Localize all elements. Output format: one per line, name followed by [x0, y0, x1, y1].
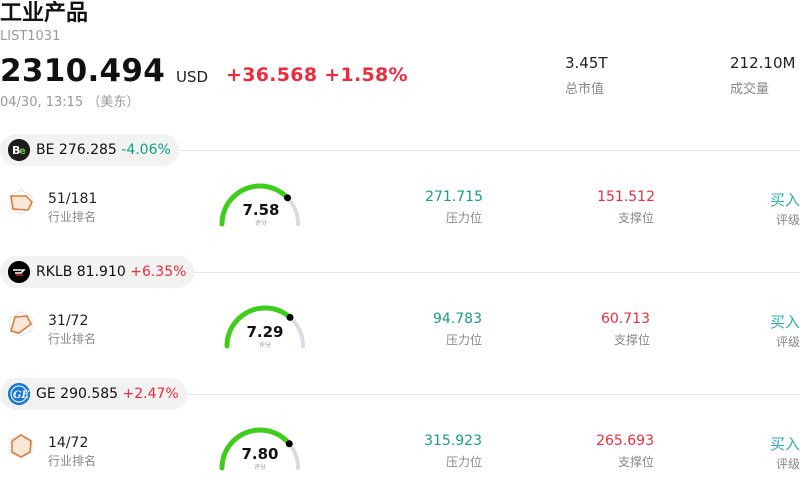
score-value: 7.80 — [241, 445, 279, 463]
index-change: +36.568 +1.58% — [226, 64, 408, 86]
section-divider — [0, 394, 800, 395]
page-title: 工业产品 — [0, 1, 89, 26]
rating-label: 评级 — [775, 335, 800, 349]
score-gauge-fill — [219, 183, 301, 227]
support-label: 支撑位 — [618, 455, 655, 469]
support-value: 151.512 — [597, 189, 655, 205]
rating-label: 评级 — [775, 457, 800, 471]
industry-rank-value: 51/181 — [48, 191, 98, 207]
industry-rank-label: 行业排名 — [48, 210, 97, 224]
quote-time: 04/30, 13:15 （美东） — [0, 95, 140, 110]
section-divider — [0, 272, 800, 273]
stock-price: 276.285 — [58, 142, 117, 158]
rocket-lab-logo-icon — [8, 261, 30, 283]
resistance-label: 压力位 — [446, 333, 483, 347]
score-gauge — [219, 183, 301, 227]
currency-label: USD — [176, 68, 209, 86]
resistance-value: 271.715 — [425, 189, 483, 205]
industry-radar-icon — [9, 189, 33, 215]
svg-text:e: e — [19, 146, 26, 157]
industry-rank-value: 31/72 — [48, 313, 89, 329]
support-label: 支撑位 — [618, 211, 655, 225]
rating-value[interactable]: 买入 — [769, 435, 800, 453]
resistance-value: 315.923 — [424, 433, 482, 449]
score-gauge-fill — [219, 427, 301, 471]
stock-quote: BE 276.285 -4.06% — [36, 142, 171, 158]
index-price: 2310.494 — [0, 53, 166, 89]
resistance-label: 压力位 — [446, 455, 483, 469]
stock-change: -4.06% — [121, 142, 171, 158]
stock-change: +2.47% — [122, 386, 179, 402]
stock-pill-rklb[interactable]: RKLB 81.910 +6.35% — [0, 256, 195, 288]
score-label: 评分 — [258, 342, 271, 349]
stock-pill-ge[interactable]: GE GE 290.585 +2.47% — [0, 378, 187, 410]
ge-logo-icon: GE — [8, 383, 30, 405]
svg-text:GE: GE — [13, 390, 30, 401]
stock-ticker: GE — [36, 386, 56, 402]
score-gauge — [224, 305, 306, 349]
score-label: 评分 — [253, 464, 266, 471]
score-gauge-marker — [286, 313, 294, 321]
rating-value[interactable]: 买入 — [769, 313, 800, 331]
stock-quote: RKLB 81.910 +6.35% — [36, 264, 186, 280]
market-cap-value: 3.45T — [565, 54, 608, 72]
svg-text:B: B — [12, 144, 20, 157]
score-value: 7.29 — [246, 323, 284, 341]
section-divider — [0, 150, 800, 151]
score-gauge-marker — [284, 194, 292, 202]
rating-label: 评级 — [775, 213, 800, 227]
score-gauge-marker — [285, 440, 293, 448]
score-value: 7.58 — [242, 201, 280, 219]
industry-rank-label: 行业排名 — [48, 332, 97, 346]
industry-rank-value: 14/72 — [48, 435, 89, 451]
rating-value[interactable]: 买入 — [769, 191, 800, 209]
resistance-label: 压力位 — [446, 211, 483, 225]
stock-ticker: RKLB — [36, 264, 73, 280]
stock-price: 81.910 — [76, 264, 126, 280]
industry-radar-icon — [9, 311, 33, 337]
volume-value: 212.10M — [730, 54, 796, 72]
score-gauge — [219, 427, 301, 471]
stock-quote: GE 290.585 +2.47% — [36, 386, 179, 402]
stock-ticker: BE — [36, 142, 55, 158]
volume-label: 成交量 — [730, 82, 770, 97]
score-gauge-fill — [224, 305, 306, 349]
score-label: 评分 — [254, 220, 267, 227]
industry-radar-icon — [9, 433, 33, 459]
list-code: LIST1031 — [0, 29, 61, 44]
industry-rank-label: 行业排名 — [48, 454, 97, 468]
support-value: 60.713 — [601, 311, 650, 327]
resistance-value: 94.783 — [433, 311, 482, 327]
stock-price: 290.585 — [60, 386, 119, 402]
support-label: 支撑位 — [614, 333, 651, 347]
market-cap-label: 总市值 — [565, 82, 605, 97]
support-value: 265.693 — [596, 433, 654, 449]
stock-change: +6.35% — [130, 264, 187, 280]
